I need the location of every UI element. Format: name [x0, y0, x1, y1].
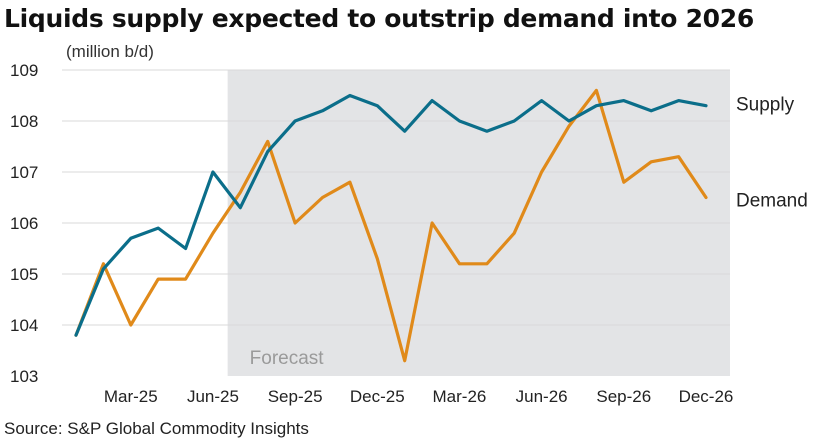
y-tick-label: 105 — [10, 265, 38, 284]
y-tick-label: 107 — [10, 163, 38, 182]
x-tick-label: Mar-26 — [433, 387, 487, 406]
x-tick-label: Sep-25 — [268, 387, 323, 406]
y-tick-label: 104 — [10, 316, 38, 335]
source-note: Source: S&P Global Commodity Insights — [4, 419, 309, 438]
series-label-supply: Supply — [736, 95, 795, 116]
series-labels: Supply Demand — [736, 95, 808, 212]
x-tick-label: Jun-25 — [187, 387, 239, 406]
series-label-demand: Demand — [736, 191, 808, 212]
y-tick-label: 103 — [10, 367, 38, 386]
y-tick-label: 106 — [10, 214, 38, 233]
y-tick-label: 109 — [10, 61, 38, 80]
unit-label: (million b/d) — [66, 42, 154, 61]
series-line-supply — [74, 93, 708, 337]
series-lines — [74, 88, 708, 363]
x-tick-label: Sep-26 — [596, 387, 651, 406]
gridlines — [62, 69, 730, 326]
x-tick-label: Mar-25 — [104, 387, 158, 406]
x-tick-label: Dec-25 — [350, 387, 405, 406]
x-tick-label: Dec-26 — [679, 387, 734, 406]
x-tick-label: Jun-26 — [516, 387, 568, 406]
forecast-label: Forecast — [250, 348, 325, 369]
y-axis-ticks: 103 104 105 106 107 108 109 — [10, 61, 38, 386]
x-axis-ticks: Mar-25 Jun-25 Sep-25 Dec-25 Mar-26 Jun-26 Sep-… — [104, 387, 734, 406]
chart-title: Liquids supply expected to outstrip dema… — [4, 4, 754, 33]
y-tick-label: 108 — [10, 112, 38, 131]
